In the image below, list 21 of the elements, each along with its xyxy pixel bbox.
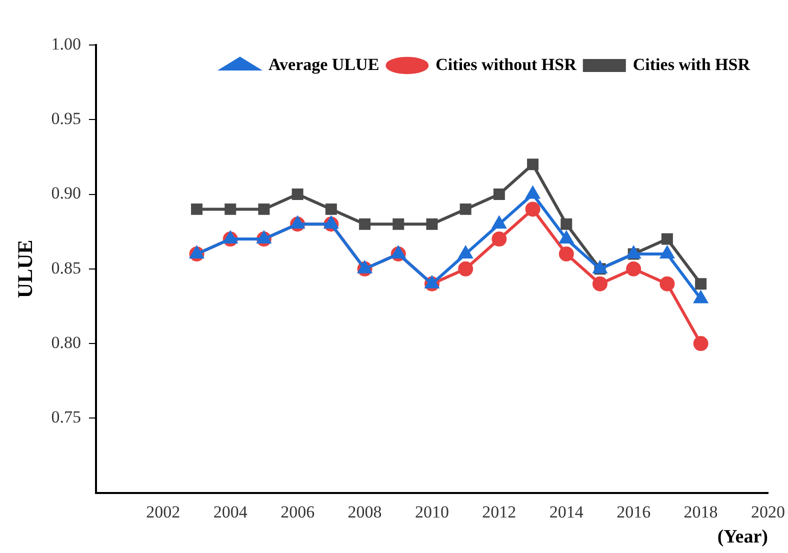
- y-tick-label: 0.80: [51, 333, 81, 352]
- x-tick-label: 2016: [616, 502, 651, 522]
- x-tick-label: 2008: [348, 502, 382, 522]
- x-tick-label: 2004: [213, 502, 248, 522]
- y-tick-label: 0.85: [51, 258, 81, 278]
- y-tick-label: 0.95: [51, 109, 81, 128]
- y-tick-label: 0.90: [51, 184, 81, 203]
- x-tick-label: 2018: [684, 502, 718, 522]
- x-axis-title: (Year): [717, 526, 768, 548]
- x-tick-label: 2002: [146, 502, 180, 522]
- x-tick-label: 2006: [280, 502, 315, 522]
- y-axis-title: ULUE: [13, 240, 38, 298]
- x-tick-label: 2012: [482, 502, 516, 522]
- y-tick-label: 1.00: [51, 34, 81, 54]
- y-tick-label: 0.75: [51, 408, 81, 427]
- legend-label: Cities without HSR: [436, 54, 578, 74]
- x-tick-label: 2020: [751, 502, 785, 522]
- legend-label: Cities with HSR: [632, 54, 751, 74]
- x-tick-label: 2014: [549, 502, 584, 522]
- x-tick-label: 2010: [414, 502, 449, 522]
- legend-label: Average ULUE: [268, 54, 380, 74]
